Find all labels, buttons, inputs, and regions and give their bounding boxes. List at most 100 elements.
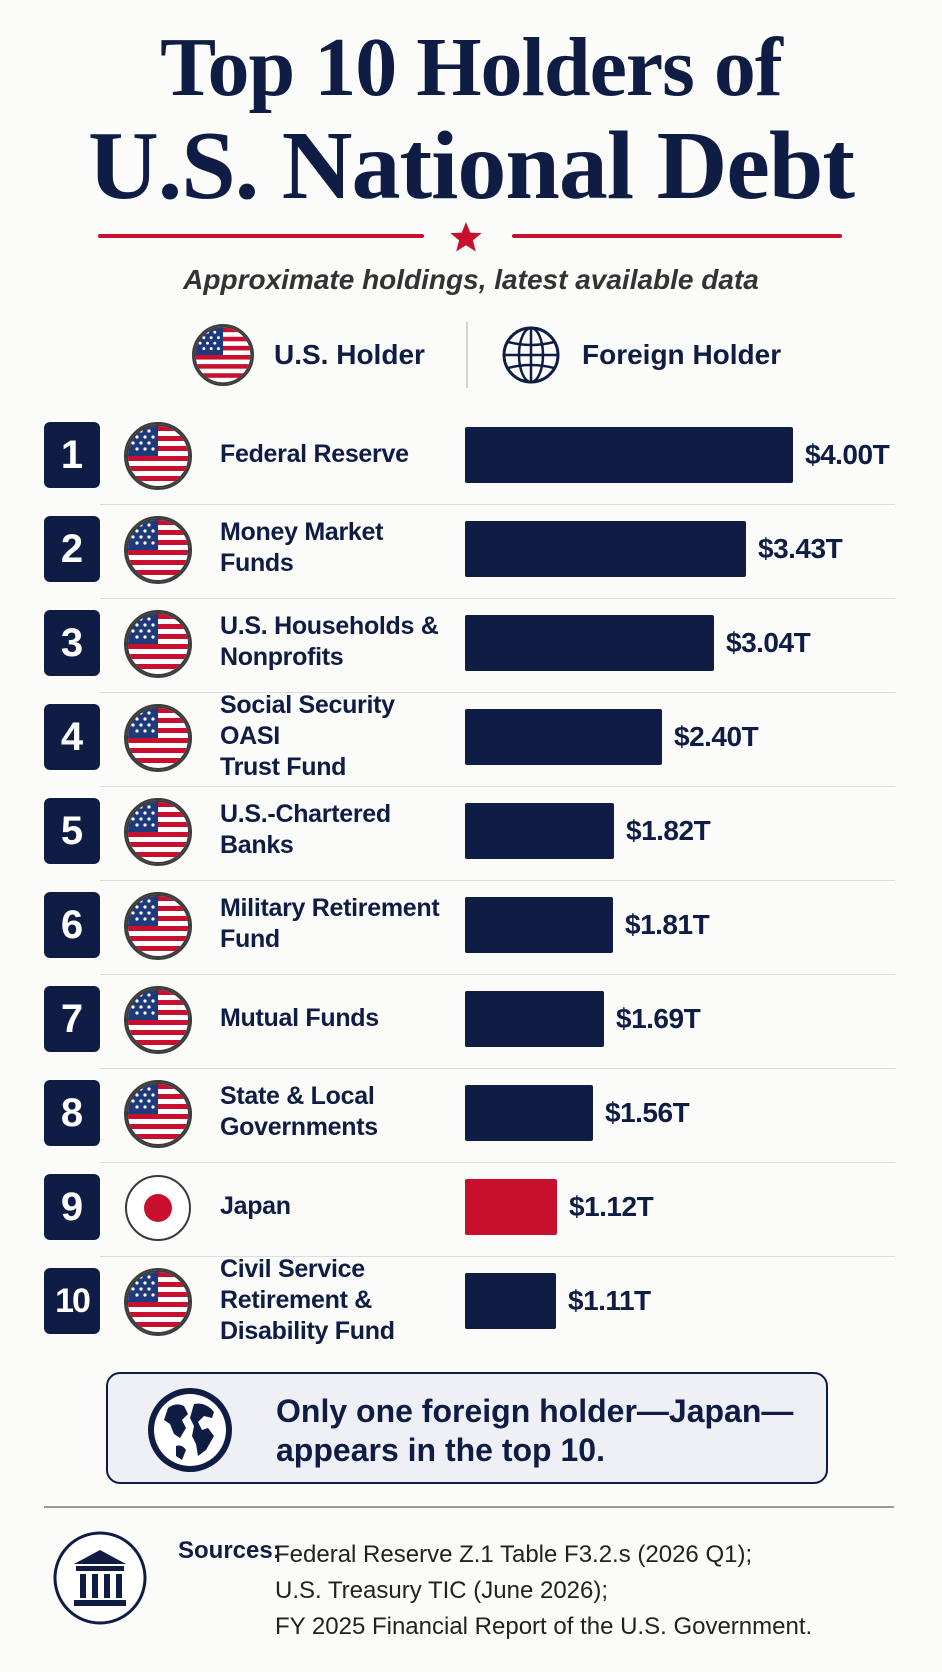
legend-foreign: Foreign Holder <box>500 324 781 386</box>
bar <box>465 803 614 859</box>
holder-name: State & Local Governments <box>220 1062 460 1162</box>
bar <box>465 1273 556 1329</box>
holder-name-line: Civil Service Retirement & <box>220 1254 372 1314</box>
bar <box>465 991 604 1047</box>
holder-name-line: Mutual Funds <box>220 1003 379 1032</box>
callout-line2: appears in the top 10. <box>276 1432 605 1468</box>
rank-badge: 7 <box>44 986 100 1052</box>
holder-name: Social Security OASI Trust Fund <box>220 686 460 786</box>
chart-row: 8 State & Local Governments $1.56T <box>0 1062 942 1163</box>
legend-us-label: U.S. Holder <box>274 339 425 370</box>
holder-name: Federal Reserve <box>220 404 460 504</box>
chart-row: 5 U.S.-Chartered Banks $1.82T <box>0 780 942 881</box>
chart-row: 7 Mutual Funds $1.69T <box>0 968 942 1069</box>
bar <box>465 1085 593 1141</box>
us-flag-icon <box>124 1268 192 1336</box>
row-divider <box>100 504 895 505</box>
value-label: $1.69T <box>616 1003 701 1034</box>
value-label: $1.11T <box>568 1285 651 1316</box>
us-flag-icon <box>124 516 192 584</box>
holder-name-line: Money Market Funds <box>220 518 384 577</box>
rank-badge: 6 <box>44 892 100 958</box>
holder-name: U.S.-Chartered Banks <box>220 780 460 880</box>
world-globe-icon <box>148 1388 232 1472</box>
holder-name: Military Retirement Fund <box>220 874 460 974</box>
sources-list: Federal Reserve Z.1 Table F3.2.s (2026 Q… <box>275 1537 812 1645</box>
star-icon <box>450 222 482 252</box>
holder-name-line: Disability Fund <box>220 1316 395 1345</box>
bar <box>465 709 662 765</box>
value-label: $1.12T <box>569 1191 654 1222</box>
us-flag-icon <box>124 610 192 678</box>
rank-badge: 9 <box>44 1174 100 1240</box>
row-divider <box>100 1162 895 1163</box>
source-line: FY 2025 Financial Report of the U.S. Gov… <box>275 1613 813 1640</box>
row-divider <box>100 1256 895 1257</box>
bar <box>465 897 613 953</box>
footer-rule <box>44 1506 894 1508</box>
value-label: $4.00T <box>805 439 890 470</box>
value-label: $1.82T <box>626 815 711 846</box>
japan-flag-icon <box>125 1175 191 1241</box>
rank-badge: 4 <box>44 704 100 770</box>
rank-badge: 2 <box>44 516 100 582</box>
us-flag-icon <box>192 324 254 386</box>
chart-row: 6 Military Retirement Fund $1.81T <box>0 874 942 975</box>
rank-badge: 1 <box>44 422 100 488</box>
holder-name-line: Japan <box>220 1191 291 1220</box>
holder-name: Japan <box>220 1156 460 1256</box>
holder-name-line: Trust Fund <box>220 752 347 781</box>
page-title-line1: Top 10 Holders of <box>160 21 783 114</box>
chart-row: 9 Japan $1.12T <box>0 1156 942 1257</box>
bar <box>465 615 714 671</box>
rank-badge: 8 <box>44 1080 100 1146</box>
value-label: $3.04T <box>726 627 811 658</box>
institution-icon <box>53 1531 147 1625</box>
legend-us: U.S. Holder <box>192 324 425 386</box>
holder-name-line: Federal Reserve <box>220 439 409 468</box>
row-divider <box>100 1068 895 1069</box>
row-divider <box>100 598 895 599</box>
callout-line1: Only one foreign holder—Japan— <box>276 1393 794 1429</box>
rank-badge: 3 <box>44 610 100 676</box>
holder-name: Mutual Funds <box>220 968 460 1068</box>
chart-row: 4 Social Security OASI Trust Fund $2.40T <box>0 686 942 787</box>
sources-label: Sources: <box>178 1537 281 1564</box>
callout-text: Only one foreign holder—Japan— appears i… <box>276 1392 796 1470</box>
row-divider <box>100 880 895 881</box>
value-label: $1.81T <box>625 909 710 940</box>
callout-box: Only one foreign holder—Japan— appears i… <box>106 1372 828 1484</box>
row-divider <box>100 786 895 787</box>
value-label: $2.40T <box>674 721 759 752</box>
holder-name-line: U.S. Households & <box>220 612 439 640</box>
chart-row: 1 Federal Reserve $4.00T <box>0 404 942 505</box>
holder-name-line: U.S.-Chartered Banks <box>220 800 391 859</box>
globe-icon <box>502 326 560 384</box>
us-flag-icon <box>124 704 192 772</box>
us-flag-icon <box>124 892 192 960</box>
bar <box>465 1179 557 1235</box>
value-label: $3.43T <box>758 533 843 564</box>
chart-row: 10 Civil Service Retirement & Disability F… <box>0 1250 942 1345</box>
holder-name-line: Nonprofits <box>220 643 344 671</box>
bar <box>465 521 746 577</box>
rank-badge: 10 <box>44 1268 100 1334</box>
title-rule-right <box>512 234 842 238</box>
us-flag-icon <box>124 798 192 866</box>
holder-name-line: Military Retirement Fund <box>220 894 440 953</box>
value-label: $1.56T <box>605 1097 690 1128</box>
chart-row: 3 U.S. Households & Nonprofits $3.04T <box>0 592 942 693</box>
row-divider <box>100 974 895 975</box>
source-line: Federal Reserve Z.1 Table F3.2.s (2026 Q… <box>275 1541 753 1568</box>
rank-badge: 5 <box>44 798 100 864</box>
bar <box>465 427 793 483</box>
subtitle: Approximate holdings, latest available d… <box>183 264 759 295</box>
legend-divider <box>466 322 468 388</box>
holder-name: Civil Service Retirement & Disability Fun… <box>220 1250 460 1350</box>
legend-foreign-label: Foreign Holder <box>582 339 782 370</box>
us-flag-icon <box>124 422 192 490</box>
us-flag-icon <box>124 1080 192 1148</box>
page-title-line2: U.S. National Debt <box>87 112 855 220</box>
holder-name: Money Market Funds <box>220 498 460 598</box>
holder-name: U.S. Households & Nonprofits <box>220 592 460 692</box>
